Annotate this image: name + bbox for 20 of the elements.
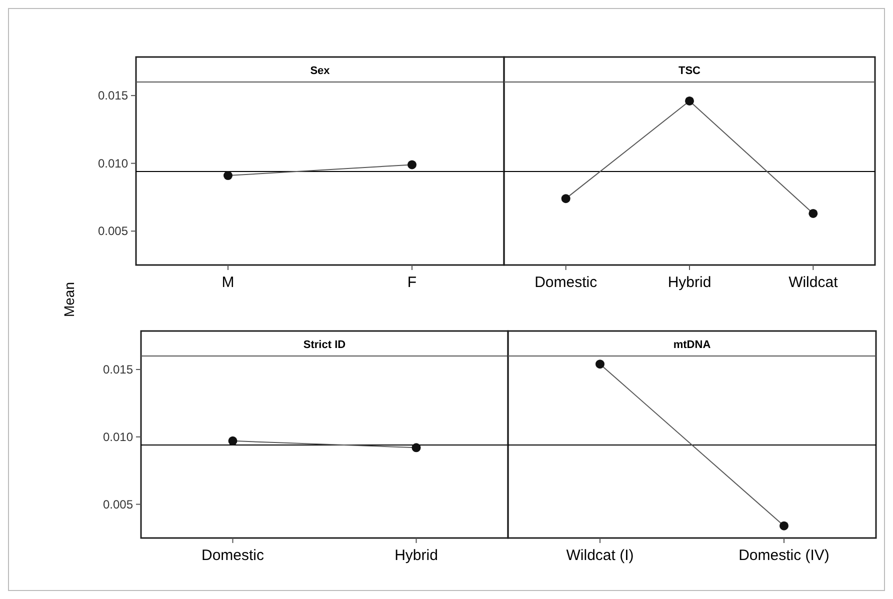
x-tick-label: Hybrid (668, 274, 712, 291)
x-tick-label: Domestic (201, 547, 265, 564)
y-tick-label: 0.005 (102, 497, 134, 512)
x-tick-label: M (222, 274, 234, 291)
chart-title: TSC (678, 65, 701, 77)
y-tick-label: 0.010 (98, 156, 128, 170)
chart-title: Sex (310, 65, 331, 77)
x-tick-label: F (407, 274, 417, 291)
y-tick-label: 0.010 (102, 430, 134, 444)
x-tick-label: Wildcat (788, 274, 839, 291)
y-tick-label: 0.015 (98, 88, 128, 103)
y-axis-title: Mean (61, 282, 77, 318)
chart-title: mtDNA (673, 339, 711, 351)
x-tick-label: Domestic (IV) (738, 547, 830, 564)
x-tick-label: Hybrid (394, 547, 438, 564)
x-tick-label: Domestic (534, 274, 598, 291)
y-tick-label: 0.005 (98, 224, 128, 238)
x-tick-label: Wildcat (I) (566, 547, 634, 564)
chart-title: Strict ID (303, 339, 346, 351)
y-tick-label: 0.015 (102, 362, 134, 376)
